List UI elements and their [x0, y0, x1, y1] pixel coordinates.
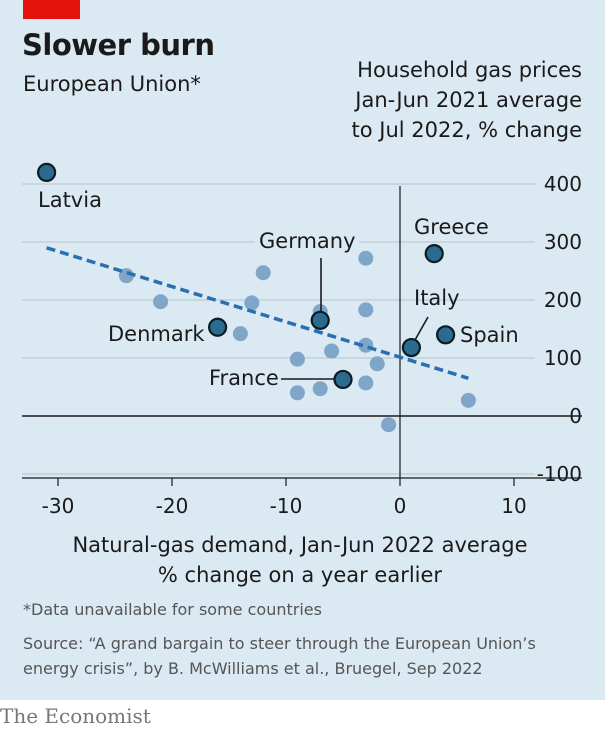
highlight-point — [436, 325, 456, 345]
y-tick-label: -100 — [537, 462, 582, 486]
data-point — [289, 351, 305, 367]
y-tick-label: 0 — [569, 404, 582, 428]
data-point — [381, 417, 397, 433]
x-axis-title-line-1: Natural-gas demand, Jan-Jun 2022 average — [72, 533, 528, 557]
y-axis-title-line-1: Household gas prices — [357, 58, 582, 82]
data-point — [312, 381, 328, 397]
highlight-point — [310, 310, 330, 330]
y-tick-label: 200 — [544, 288, 582, 312]
y-tick-label: 400 — [544, 172, 582, 196]
highlight-point — [424, 244, 444, 264]
y-tick-label: 300 — [544, 230, 582, 254]
brand-logo: The Economist — [0, 704, 151, 728]
data-point — [153, 294, 169, 310]
highlight-point — [36, 162, 57, 182]
data-point — [460, 392, 476, 408]
data-point — [289, 385, 305, 401]
y-axis-title: Household gas prices Jan-Jun 2021 averag… — [282, 55, 582, 145]
x-tick-label: -30 — [42, 494, 75, 518]
data-point — [358, 375, 374, 391]
chart-title: Slower burn — [22, 28, 215, 62]
chart-subtitle: European Union* — [23, 72, 201, 96]
data-point — [244, 295, 260, 311]
data-point — [255, 265, 271, 281]
data-point — [324, 343, 340, 359]
footnote: *Data unavailable for some countries — [23, 600, 322, 619]
x-tick-label: 10 — [501, 494, 526, 518]
y-axis-title-line-2: Jan-Jun 2021 average — [355, 88, 582, 112]
data-point — [358, 302, 374, 318]
x-axis-title: Natural-gas demand, Jan-Jun 2022 average… — [40, 530, 560, 590]
data-point — [358, 250, 374, 266]
source-note: Source: “A grand bargain to steer throug… — [23, 634, 536, 678]
leader-line — [414, 316, 429, 341]
trend-line — [46, 246, 469, 380]
y-tick-label: 100 — [544, 346, 582, 370]
y-axis-title-line-3: to Jul 2022, % change — [351, 118, 582, 142]
data-point — [232, 326, 248, 342]
data-point — [369, 356, 385, 372]
label-background — [255, 228, 359, 254]
brand-red-tag — [23, 0, 80, 19]
chart-panel — [0, 0, 605, 700]
highlight-point — [208, 317, 228, 337]
x-axis-title-line-2: % change on a year earlier — [157, 563, 443, 587]
point-label: Denmark — [108, 322, 205, 346]
x-tick-label: -10 — [270, 494, 303, 518]
x-tick-label: 0 — [394, 494, 407, 518]
point-label: France — [209, 366, 279, 390]
point-label: Italy — [414, 286, 460, 310]
point-label: Germany — [259, 229, 356, 253]
highlight-point — [333, 369, 353, 390]
point-label: Greece — [414, 215, 489, 239]
point-label: Spain — [460, 323, 519, 347]
point-label: Latvia — [38, 188, 102, 212]
highlight-point — [401, 337, 421, 358]
x-tick-label: -20 — [156, 494, 189, 518]
